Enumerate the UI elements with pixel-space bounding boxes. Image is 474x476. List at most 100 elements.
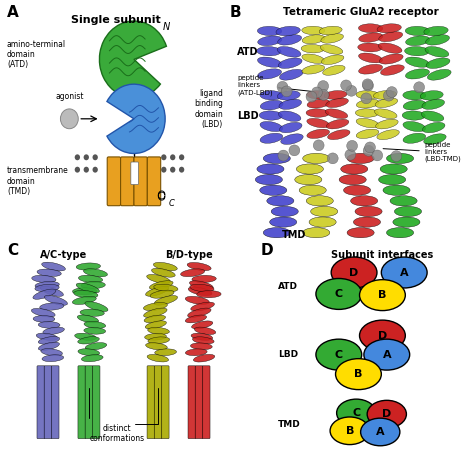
Ellipse shape [356, 119, 379, 128]
Ellipse shape [40, 303, 64, 310]
Ellipse shape [326, 98, 348, 108]
Text: B: B [346, 426, 354, 436]
Ellipse shape [379, 54, 403, 64]
Ellipse shape [303, 228, 330, 238]
Ellipse shape [40, 286, 64, 297]
Ellipse shape [145, 333, 166, 340]
Text: A/C-type: A/C-type [40, 250, 87, 260]
Ellipse shape [321, 34, 344, 43]
Ellipse shape [422, 122, 445, 133]
Ellipse shape [80, 309, 104, 317]
Circle shape [161, 167, 166, 173]
Ellipse shape [38, 342, 59, 350]
Ellipse shape [277, 47, 301, 57]
Ellipse shape [356, 129, 379, 139]
Ellipse shape [339, 175, 366, 185]
Ellipse shape [307, 119, 329, 128]
Ellipse shape [85, 301, 108, 312]
Wedge shape [107, 84, 165, 153]
Ellipse shape [154, 284, 178, 292]
Ellipse shape [257, 57, 282, 67]
FancyBboxPatch shape [51, 366, 59, 439]
Text: B: B [354, 369, 363, 379]
Ellipse shape [421, 111, 444, 121]
Ellipse shape [191, 333, 213, 340]
Ellipse shape [377, 129, 399, 139]
FancyBboxPatch shape [107, 157, 120, 206]
Text: D: D [349, 268, 359, 278]
Ellipse shape [191, 302, 214, 311]
Ellipse shape [197, 290, 221, 298]
Ellipse shape [302, 26, 325, 35]
Text: B: B [230, 5, 242, 20]
Ellipse shape [307, 99, 330, 108]
FancyBboxPatch shape [134, 157, 147, 206]
Ellipse shape [321, 55, 344, 65]
Circle shape [83, 154, 89, 160]
FancyBboxPatch shape [147, 366, 155, 439]
Ellipse shape [358, 43, 382, 52]
Ellipse shape [336, 359, 382, 389]
Ellipse shape [354, 217, 381, 227]
Ellipse shape [76, 263, 100, 270]
Text: A: A [383, 349, 391, 360]
Ellipse shape [403, 133, 426, 143]
Ellipse shape [36, 333, 58, 340]
Ellipse shape [295, 175, 322, 185]
Wedge shape [100, 21, 166, 98]
Text: C: C [335, 289, 343, 299]
Ellipse shape [146, 343, 167, 350]
Ellipse shape [319, 26, 342, 35]
Ellipse shape [306, 196, 333, 206]
Circle shape [75, 154, 80, 160]
Ellipse shape [309, 217, 336, 227]
Ellipse shape [78, 337, 99, 344]
Ellipse shape [33, 316, 55, 322]
Ellipse shape [278, 111, 301, 121]
Text: Single subunit: Single subunit [71, 15, 161, 25]
Ellipse shape [146, 287, 169, 296]
Ellipse shape [364, 339, 410, 370]
Ellipse shape [260, 100, 283, 110]
Ellipse shape [76, 283, 100, 293]
Ellipse shape [35, 284, 59, 292]
Ellipse shape [426, 58, 450, 69]
Circle shape [414, 82, 425, 93]
Ellipse shape [359, 320, 405, 351]
Circle shape [179, 154, 184, 160]
Ellipse shape [257, 26, 282, 36]
Ellipse shape [405, 47, 429, 56]
Ellipse shape [347, 228, 374, 238]
Ellipse shape [85, 343, 107, 350]
Circle shape [341, 80, 352, 91]
Ellipse shape [41, 348, 63, 356]
Ellipse shape [316, 278, 362, 309]
Ellipse shape [33, 289, 56, 299]
Circle shape [83, 167, 89, 173]
Circle shape [311, 87, 322, 98]
Circle shape [362, 79, 373, 90]
Circle shape [306, 91, 317, 102]
Ellipse shape [386, 228, 414, 238]
Ellipse shape [148, 337, 170, 344]
Ellipse shape [260, 133, 283, 143]
Ellipse shape [280, 69, 303, 80]
Ellipse shape [328, 129, 350, 139]
Ellipse shape [277, 90, 300, 100]
Ellipse shape [341, 164, 368, 174]
FancyBboxPatch shape [37, 366, 45, 439]
Circle shape [328, 153, 338, 164]
Ellipse shape [258, 36, 282, 46]
Ellipse shape [279, 99, 301, 109]
Text: A: A [7, 5, 18, 20]
Ellipse shape [316, 339, 362, 370]
Circle shape [313, 140, 324, 151]
Ellipse shape [331, 257, 377, 288]
Text: ATD: ATD [237, 47, 259, 57]
Ellipse shape [374, 90, 396, 99]
Ellipse shape [185, 315, 207, 323]
Ellipse shape [276, 26, 300, 36]
Ellipse shape [192, 275, 216, 283]
Text: A: A [376, 427, 384, 437]
Circle shape [92, 167, 98, 173]
